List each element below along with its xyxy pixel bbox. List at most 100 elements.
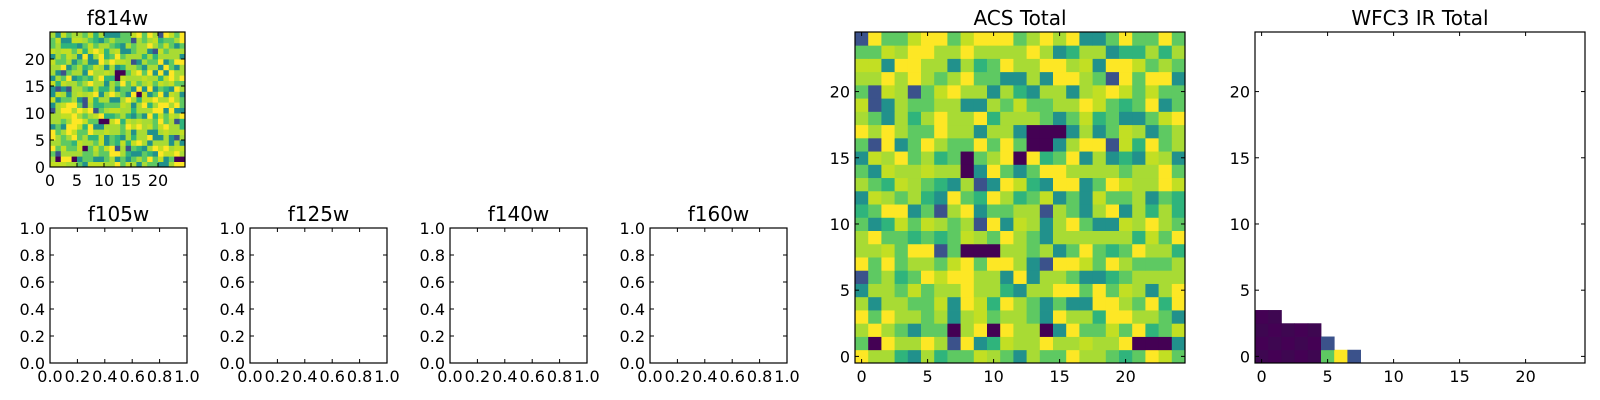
heatmap-cell — [907, 71, 922, 86]
heatmap-cell — [1066, 257, 1080, 271]
heatmap-cell — [1053, 243, 1067, 258]
heatmap-cell — [1026, 217, 1041, 231]
heatmap-cell — [1268, 336, 1282, 351]
heatmap-cell — [82, 37, 89, 44]
heatmap-cell — [158, 156, 164, 162]
heatmap-cell — [98, 42, 105, 49]
heatmap-cell — [1026, 296, 1041, 311]
heatmap-cell — [147, 64, 153, 71]
heatmap-cell — [868, 98, 882, 112]
heatmap-cell — [98, 123, 105, 130]
heatmap-cell — [77, 80, 83, 87]
heatmap-cell — [1145, 243, 1159, 258]
heatmap-cell — [136, 59, 143, 65]
heatmap-cell — [104, 113, 110, 119]
heatmap-cell — [114, 59, 121, 65]
heatmap-cell — [82, 140, 89, 146]
y-tick-label: 0.2 — [420, 327, 445, 346]
heatmap-cell — [179, 37, 186, 44]
heatmap-cell — [947, 177, 961, 192]
heatmap-cell — [921, 217, 935, 231]
heatmap-cell — [71, 75, 78, 81]
heatmap-cell — [1053, 204, 1067, 218]
heatmap-cell — [1066, 283, 1080, 298]
heatmap-cell — [136, 64, 143, 71]
heatmap-cell — [1000, 111, 1014, 126]
heatmap-cell — [93, 37, 99, 44]
heatmap-cell — [907, 323, 922, 337]
heatmap-cell — [168, 96, 175, 103]
heatmap-cell — [987, 98, 1001, 112]
heatmap-cell — [114, 118, 121, 125]
heatmap-cell — [82, 161, 89, 168]
heatmap-cell — [66, 118, 72, 125]
heatmap-cell — [87, 42, 94, 49]
heatmap-cell — [987, 336, 1001, 351]
heatmap-cell — [855, 190, 869, 205]
heatmap-cell — [136, 118, 143, 125]
heatmap-cell — [934, 257, 948, 271]
heatmap-cell — [77, 42, 83, 49]
heatmap-cell — [855, 124, 869, 139]
heatmap-cell — [1158, 137, 1173, 152]
heatmap-cell — [168, 91, 175, 98]
heatmap-cell — [1013, 257, 1027, 271]
heatmap-cell — [1053, 230, 1067, 245]
heatmap-cell — [174, 69, 180, 76]
heatmap-cell — [114, 75, 121, 81]
heatmap-cell — [152, 42, 159, 49]
heatmap-cell — [1026, 45, 1041, 59]
heatmap-cell — [1119, 336, 1133, 351]
heatmap-cell — [1066, 98, 1080, 112]
heatmap-cell — [136, 91, 143, 98]
heatmap-cell — [1145, 98, 1159, 112]
heatmap-cell — [136, 80, 143, 87]
heatmap-cell — [98, 48, 105, 54]
heatmap-cell — [60, 53, 67, 60]
heatmap-cell — [104, 48, 110, 54]
heatmap-cell — [1026, 283, 1041, 298]
heatmap-cell — [60, 37, 67, 44]
heatmap-cell — [1171, 230, 1186, 245]
heatmap-cell — [168, 80, 175, 87]
heatmap-cell — [1000, 270, 1014, 284]
heatmap-cell — [158, 161, 164, 168]
heatmap-cell — [1039, 164, 1054, 179]
heatmap-cell — [1132, 45, 1146, 59]
heatmap-cell — [868, 323, 882, 337]
heatmap-cell — [147, 37, 153, 44]
heatmap-cell — [894, 323, 909, 337]
heatmap-cell — [179, 134, 186, 141]
heatmap-cell — [1000, 45, 1014, 59]
heatmap-cell — [120, 145, 126, 152]
heatmap-cell — [934, 32, 948, 46]
heatmap-cell — [66, 113, 72, 119]
heatmap-cell — [1039, 58, 1054, 73]
heatmap-cell — [50, 129, 56, 135]
heatmap-cell — [1158, 177, 1173, 192]
heatmap-cell — [179, 102, 186, 108]
y-tick-label: 5 — [35, 131, 45, 150]
heatmap-cell — [93, 59, 99, 65]
heatmap-cell — [1119, 296, 1133, 311]
heatmap-cell — [1013, 111, 1027, 126]
heatmap-cell — [147, 107, 153, 114]
heatmap-cell — [1105, 190, 1120, 205]
y-tick-label: 0.6 — [220, 273, 245, 292]
heatmap-cell — [881, 323, 895, 337]
heatmap-cell — [93, 75, 99, 81]
y-tick-label: 0.2 — [620, 327, 645, 346]
heatmap-cell — [141, 145, 148, 152]
heatmap-cell — [1039, 217, 1054, 231]
heatmap-cell — [855, 137, 869, 152]
heatmap-cell — [1171, 270, 1186, 284]
heatmap-cell — [1105, 230, 1120, 245]
heatmap-cell — [141, 80, 148, 87]
heatmap-cell — [1066, 32, 1080, 46]
heatmap-cell — [60, 102, 67, 108]
heatmap-cell — [1145, 151, 1159, 165]
heatmap-cell — [125, 145, 132, 152]
heatmap-cell — [1039, 270, 1054, 284]
heatmap-cell — [104, 134, 110, 141]
heatmap-cell — [82, 123, 89, 130]
